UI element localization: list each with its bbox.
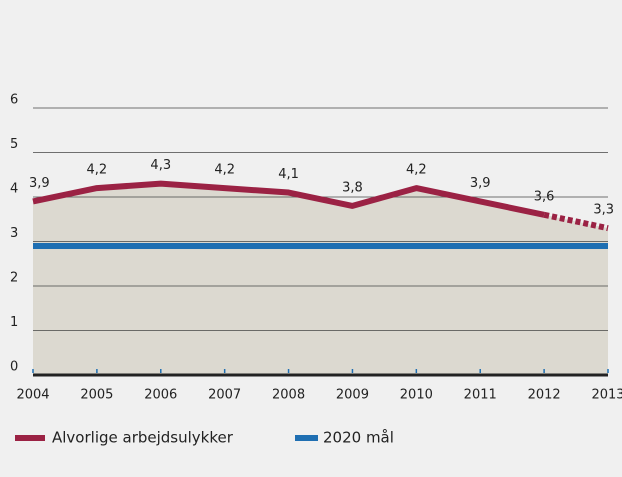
x-tick-label: 2007 (208, 388, 241, 403)
data-label: 4,1 (278, 167, 299, 182)
data-label: 3,9 (29, 176, 50, 191)
y-tick-label: 6 (10, 93, 18, 108)
data-label: 3,9 (470, 176, 491, 191)
x-tick-label: 2013 (591, 388, 622, 403)
data-label: 4,2 (87, 163, 108, 178)
x-tick-label: 2012 (528, 388, 561, 403)
data-label: 3,6 (534, 189, 555, 204)
legend-label: Alvorlige arbejdsulykker (52, 429, 234, 447)
y-tick-label: 5 (10, 137, 18, 152)
y-tick-label: 3 (10, 226, 18, 241)
data-label: 4,2 (406, 163, 427, 178)
legend-swatch (15, 435, 45, 441)
line-projection (543, 211, 609, 232)
legend-swatch (295, 435, 318, 441)
y-tick-label: 0 (10, 360, 18, 375)
y-tick-label: 4 (10, 182, 18, 197)
line (32, 180, 545, 218)
x-tick-label: 2008 (272, 388, 305, 403)
data-label: 3,8 (342, 180, 363, 195)
x-tick-label: 2005 (80, 388, 113, 403)
data-label: 4,2 (214, 163, 235, 178)
x-tick-label: 2010 (400, 388, 433, 403)
data-label: 3,3 (593, 203, 614, 218)
data-label: 4,3 (150, 158, 171, 173)
x-tick-label: 2009 (336, 388, 369, 403)
x-tick-label: 2006 (144, 388, 177, 403)
y-tick-label: 2 (10, 271, 18, 286)
area (33, 183, 608, 375)
legend-label: 2020 mål (323, 429, 394, 447)
x-tick-label: 2004 (16, 388, 49, 403)
x-tick-label: 2011 (464, 388, 497, 403)
y-tick-label: 1 (10, 315, 18, 330)
